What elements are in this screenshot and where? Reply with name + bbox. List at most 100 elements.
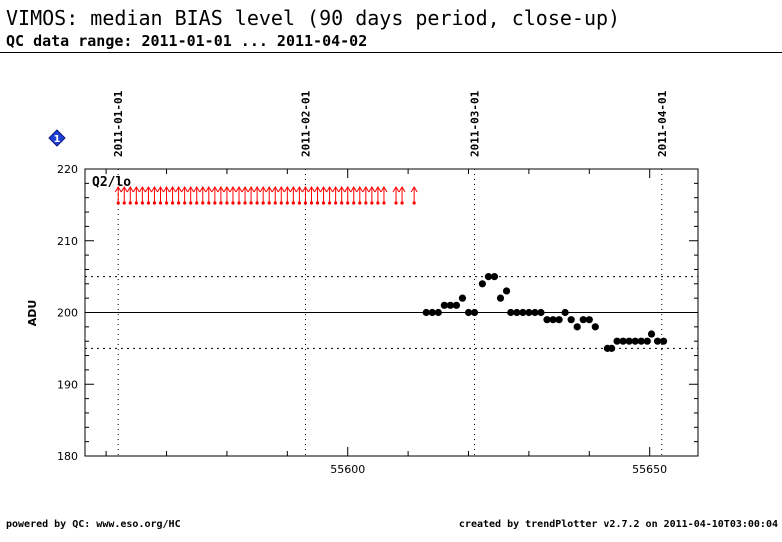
arrow-head — [229, 186, 237, 193]
reference-lines — [85, 276, 698, 349]
arrow-dot — [291, 201, 295, 205]
arrow-dot — [158, 201, 163, 205]
data-point — [434, 308, 442, 317]
data-points — [422, 273, 668, 352]
out-of-range-arrow — [289, 186, 297, 205]
arrow-head — [283, 186, 291, 193]
arrow-head — [350, 186, 358, 193]
out-of-range-arrow — [199, 186, 207, 205]
arrow-dot — [249, 201, 253, 205]
data-point — [659, 337, 668, 345]
out-of-range-arrow — [332, 186, 340, 205]
data-point — [637, 337, 645, 345]
y-axis-label: ADU — [26, 300, 39, 327]
out-of-range-arrow — [187, 186, 195, 205]
arrow-head — [223, 186, 231, 193]
out-of-range-arrow — [392, 186, 400, 205]
arrow-head — [332, 186, 340, 193]
arrow-dot — [267, 201, 271, 205]
arrow-dot — [364, 201, 368, 205]
out-of-range-arrow — [398, 186, 406, 205]
out-of-range-arrow — [211, 186, 219, 205]
arrow-head — [289, 186, 297, 193]
arrow-head — [253, 186, 261, 193]
arrow-dot — [279, 201, 283, 205]
footer-created: created by trendPlotter v2.7.2 on 2011-0… — [458, 519, 778, 530]
out-of-range-arrow — [193, 186, 201, 205]
arrow-head — [144, 186, 152, 193]
info-badge-label: 1 — [54, 134, 61, 145]
out-of-range-arrow — [265, 186, 273, 205]
arrow-head — [362, 186, 370, 193]
out-of-range-arrow — [362, 186, 370, 205]
arrow-head — [308, 186, 315, 193]
arrow-head — [205, 186, 213, 193]
out-of-range-arrow — [157, 186, 164, 205]
data-point — [573, 323, 581, 331]
arrow-dot — [183, 201, 187, 205]
data-point — [647, 330, 656, 338]
arrow-head — [302, 186, 309, 193]
arrow-head — [163, 186, 170, 193]
arrow-dot — [122, 201, 126, 205]
data-point — [496, 294, 505, 302]
arrow-dot — [273, 201, 277, 205]
data-point — [608, 344, 616, 352]
out-of-range-arrow — [229, 186, 237, 205]
arrow-dot — [189, 201, 193, 205]
arrow-dot — [358, 201, 362, 205]
arrow-head — [398, 186, 406, 193]
data-point — [428, 308, 436, 317]
out-of-range-arrow — [223, 186, 231, 205]
arrow-head — [241, 186, 249, 193]
out-of-range-arrow — [314, 186, 321, 205]
out-of-range-arrow — [120, 186, 128, 205]
arrow-head — [392, 186, 400, 193]
arrow-head — [344, 186, 352, 193]
arrow-dot — [225, 201, 229, 205]
out-of-range-arrow — [241, 186, 249, 205]
data-point — [585, 316, 593, 324]
arrow-dot — [327, 201, 332, 205]
info-diamond-icon[interactable]: 1 — [48, 129, 66, 147]
out-of-range-arrow — [144, 186, 152, 205]
out-of-range-arrow — [175, 186, 183, 205]
data-point — [452, 301, 461, 309]
out-of-range-arrow — [320, 186, 327, 205]
arrow-head — [265, 186, 273, 193]
arrow-dot — [382, 201, 386, 205]
y-tick-label: 200 — [57, 307, 78, 320]
data-point — [470, 308, 479, 317]
arrow-dot — [231, 201, 235, 205]
out-of-range-arrow — [114, 186, 122, 205]
arrow-dot — [201, 201, 205, 205]
arrow-head — [199, 186, 207, 193]
arrow-head — [374, 186, 382, 193]
out-of-range-arrow — [205, 186, 213, 205]
arrow-head — [259, 186, 267, 193]
y-tick-label: 220 — [57, 163, 78, 176]
arrow-dot — [177, 201, 181, 205]
arrow-head — [314, 186, 321, 193]
arrow-dot — [394, 201, 398, 205]
arrow-head — [235, 186, 243, 193]
out-of-range-arrow — [350, 186, 358, 205]
x-tick-label: 55600 — [330, 463, 365, 476]
out-of-range-arrow — [271, 186, 279, 205]
date-marker-label: 2011-02-01 — [299, 90, 312, 157]
data-point — [446, 301, 454, 309]
arrow-dot — [340, 201, 344, 205]
arrow-head — [151, 186, 158, 193]
arrow-head — [295, 186, 303, 193]
arrow-dot — [152, 201, 157, 205]
chart-title: VIMOS: median BIAS level (90 days period… — [6, 6, 621, 30]
out-of-range-arrow — [338, 186, 346, 205]
y-tick-label: 190 — [57, 378, 78, 391]
arrow-head — [356, 186, 364, 193]
out-of-range-arrow — [368, 186, 376, 205]
out-of-range-arrow — [247, 186, 255, 205]
arrow-head — [181, 186, 189, 193]
arrow-head — [157, 186, 164, 193]
data-point — [549, 316, 557, 324]
